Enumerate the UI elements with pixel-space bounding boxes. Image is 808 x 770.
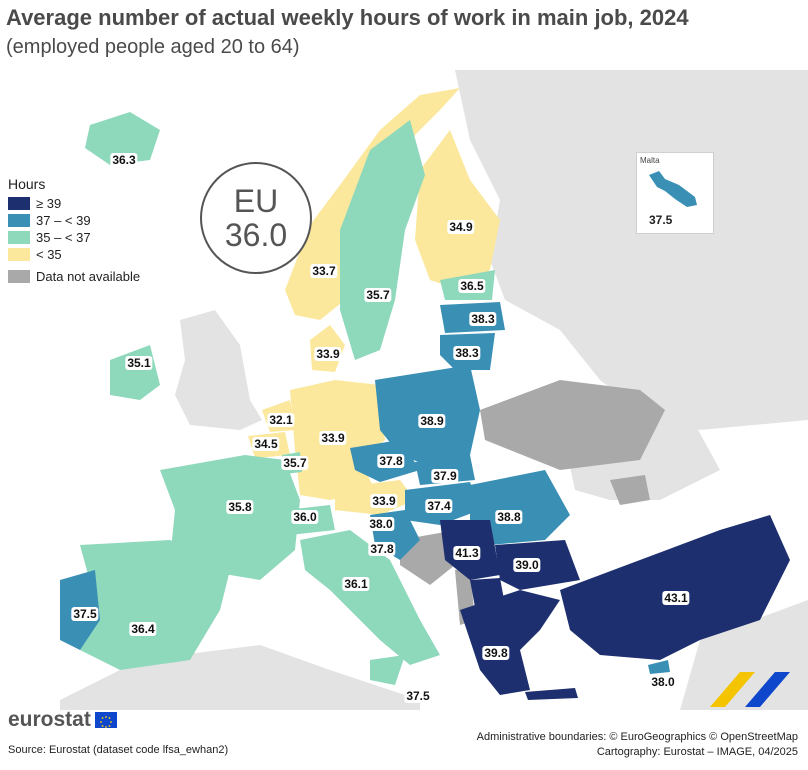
eu-average-badge: EU 36.0 [200, 162, 312, 274]
label-spain: 36.4 [129, 622, 157, 636]
label-slovakia: 37.9 [431, 469, 459, 483]
credits-line-boundaries: Administrative boundaries: © EuroGeograp… [476, 731, 798, 743]
label-belgium: 34.5 [252, 437, 280, 451]
sicily [370, 655, 405, 685]
eu-badge-label: EU [233, 183, 279, 219]
label-romania: 38.8 [495, 510, 523, 524]
legend-swatch [8, 248, 30, 261]
label-portugal: 37.5 [71, 607, 99, 621]
eu-badge-value: 36.0 [224, 217, 288, 253]
label-italy: 36.1 [342, 577, 370, 591]
source-note: Source: Eurostat (dataset code lfsa_ewha… [8, 744, 229, 756]
eu-flag-icon [94, 712, 117, 728]
greece [460, 590, 560, 695]
label-malta-map: 37.5 [404, 689, 432, 703]
legend-item: < 35 [8, 246, 140, 263]
uk-land [175, 310, 262, 430]
legend-item: 35 – < 37 [8, 229, 140, 246]
label-croatia: 37.8 [368, 542, 396, 556]
russia-land [455, 70, 808, 430]
label-finland: 34.9 [447, 220, 475, 234]
italy [300, 530, 440, 665]
malta-shape [649, 171, 697, 207]
label-bulgaria: 39.0 [513, 558, 541, 572]
map-subtitle: (employed people aged 20 to 64) [6, 36, 300, 58]
label-lithuania: 38.3 [453, 346, 481, 360]
label-estonia: 36.5 [458, 279, 486, 293]
legend-title: Hours [8, 176, 46, 192]
cyprus [648, 660, 670, 674]
legend-item: Data not available [8, 268, 140, 285]
label-cyprus: 38.0 [649, 675, 677, 689]
label-turkey: 43.1 [662, 591, 690, 605]
iceland [85, 112, 160, 165]
legend-label: 35 – < 37 [36, 230, 91, 245]
label-serbia: 41.3 [453, 546, 481, 560]
malta-inset: Malta 37.5 [636, 152, 714, 234]
legend-item: ≥ 39 [8, 195, 140, 212]
france [160, 455, 300, 580]
label-austria: 33.9 [370, 494, 398, 508]
eurostat-logo: eurostat [8, 708, 117, 732]
credits-note: Administrative boundaries: © EuroGeograp… [477, 730, 798, 760]
legend-label: < 35 [36, 247, 62, 262]
eurostat-corner-mark [710, 672, 790, 707]
crimea-na [610, 475, 650, 505]
legend-swatch [8, 270, 30, 283]
legend-swatch [8, 231, 30, 244]
map-title: Average number of actual weekly hours of… [6, 5, 689, 30]
label-latvia: 38.3 [469, 312, 497, 326]
label-netherlands: 32.1 [267, 413, 295, 427]
sweden [340, 120, 425, 360]
turkey [560, 515, 790, 660]
legend: Hours ≥ 39 37 – < 39 35 – < 37 < 35 Data… [8, 176, 140, 285]
credits-line-cartography: Cartography: Eurostat – IMAGE, 04/2025 [596, 746, 798, 758]
label-luxembourg: 35.7 [281, 456, 309, 470]
malta-inset-name: Malta [640, 156, 660, 165]
label-germany: 33.9 [319, 431, 347, 445]
legend-label: 37 – < 39 [36, 213, 91, 228]
label-czechia: 37.8 [377, 454, 405, 468]
label-sweden: 35.7 [364, 288, 392, 302]
crete [525, 688, 578, 700]
ireland [110, 345, 160, 400]
legend-item: 37 – < 39 [8, 212, 140, 229]
label-norway: 33.7 [310, 264, 338, 278]
legend-swatch [8, 214, 30, 227]
romania [470, 470, 570, 545]
label-hungary: 37.4 [425, 499, 453, 513]
finland [415, 130, 500, 290]
label-france: 35.8 [226, 500, 254, 514]
label-greece: 39.8 [482, 646, 510, 660]
label-ireland: 35.1 [125, 356, 153, 370]
europe-map [60, 70, 808, 710]
logo-text: eurostat [8, 708, 91, 731]
legend-label: Data not available [36, 269, 141, 284]
label-slovenia: 38.0 [367, 517, 395, 531]
label-denmark: 33.9 [314, 347, 342, 361]
label-switzerland: 36.0 [291, 510, 319, 524]
label-iceland: 36.3 [110, 153, 138, 167]
belarus-na [480, 380, 665, 470]
malta-inset-value: 37.5 [649, 213, 673, 227]
label-poland: 38.9 [418, 414, 446, 428]
legend-label: ≥ 39 [36, 196, 62, 211]
spain [80, 540, 230, 670]
legend-swatch [8, 197, 30, 210]
